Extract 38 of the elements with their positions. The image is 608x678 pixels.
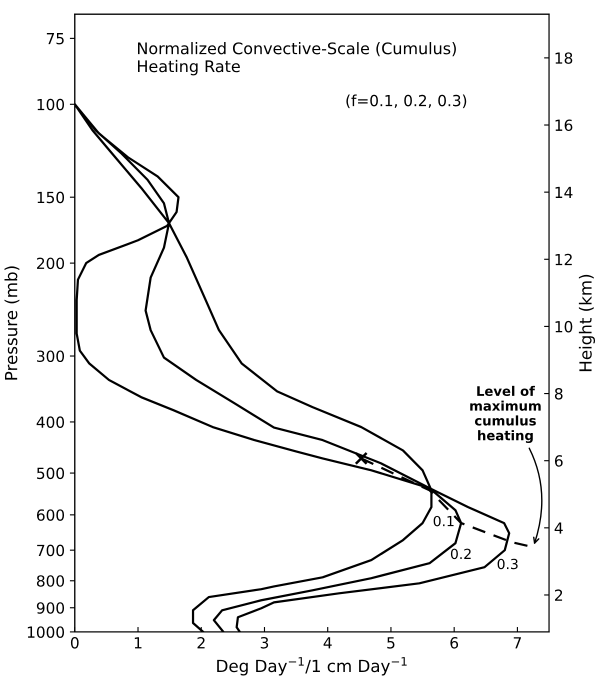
x-tick-label: 6 <box>450 637 458 649</box>
y2-tick-label: 14 <box>556 186 572 198</box>
x-tick-label: 4 <box>324 637 332 648</box>
x-axis-title: Deg Day$^{−1}$/1 cm Day$^{−1}$ <box>217 657 407 676</box>
series-label: 0.3 <box>498 558 518 570</box>
y-tick-label: 200 <box>37 258 64 270</box>
text: Normalized Convective-Scale (Cumulus) Heating Rate <box>138 42 456 76</box>
x-tick-label: 7 <box>514 637 521 648</box>
annotation: Level of maximum cumulus heating <box>470 386 541 444</box>
y2-tick-label: 6 <box>554 455 563 467</box>
x-tick-label: 3 <box>260 637 268 649</box>
y-tick-label: 75 <box>46 33 64 44</box>
y-tick-label: 700 <box>37 544 64 556</box>
y-tick-label: 600 <box>36 509 64 521</box>
y2-tick-label: 2 <box>555 589 562 601</box>
y2-axis-title: Height (km) <box>578 274 596 372</box>
y2-tick-label: 18 <box>556 52 572 64</box>
y-axis-title: Pressure (mb) <box>4 266 20 380</box>
y-tick-label: 150 <box>38 192 64 204</box>
y-tick-label: 300 <box>37 350 64 362</box>
y-tick-label: 100 <box>38 98 64 110</box>
y-tick-label: 500 <box>37 468 64 480</box>
series-label: 0.2 <box>450 548 471 560</box>
y2-tick-label: 10 <box>556 320 572 332</box>
y-tick-label: 400 <box>36 416 64 428</box>
y2-tick-label: 16 <box>556 119 572 132</box>
y2-tick-label: 4 <box>554 522 563 534</box>
x-tick-label: 1 <box>134 637 142 648</box>
x-tick-label: 0 <box>70 637 79 649</box>
y-tick-label: 1000 <box>28 626 64 638</box>
y2-tick-label: 12 <box>556 254 572 266</box>
annotation: (f=0.1, 0.2, 0.3) <box>346 94 466 108</box>
series-label: 0.1 <box>434 516 454 526</box>
y-tick-label: 800 <box>36 575 64 587</box>
y2-tick-label: 8 <box>554 388 563 400</box>
y-tick-label: 900 <box>36 602 64 614</box>
x-tick-label: 2 <box>198 637 205 648</box>
x-tick-label: 5 <box>387 637 394 649</box>
